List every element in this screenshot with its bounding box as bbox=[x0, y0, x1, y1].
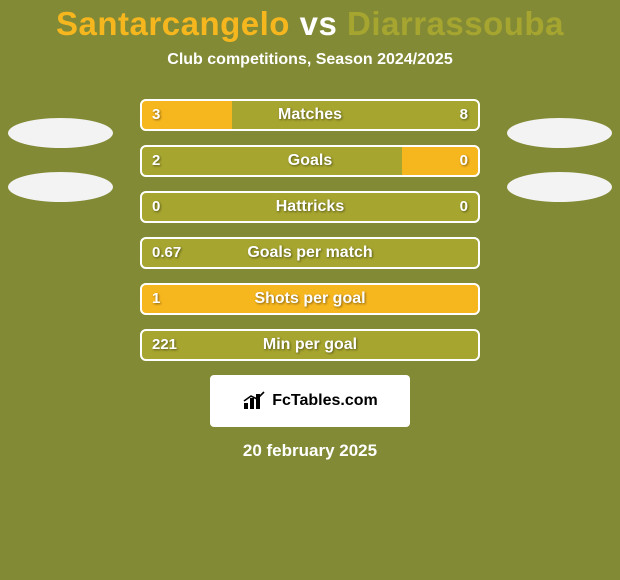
player2-avatar-area bbox=[507, 118, 612, 226]
stat-row: Goals per match0.67 bbox=[140, 237, 480, 269]
footer-badge[interactable]: FcTables.com bbox=[210, 375, 410, 427]
player2-oval-2 bbox=[507, 172, 612, 202]
player2-oval-1 bbox=[507, 118, 612, 148]
stat-segment bbox=[140, 191, 480, 223]
stat-segment bbox=[140, 283, 480, 315]
stat-bar bbox=[140, 237, 480, 269]
stat-segment-right bbox=[402, 145, 480, 177]
title-player1: Santarcangelo bbox=[56, 5, 290, 42]
subtitle: Club competitions, Season 2024/2025 bbox=[0, 51, 620, 69]
page-title: Santarcangelo vs Diarrassouba bbox=[0, 5, 620, 43]
stat-segment-left bbox=[140, 99, 232, 131]
stat-bar bbox=[140, 283, 480, 315]
title-player2: Diarrassouba bbox=[347, 5, 564, 42]
stat-segment bbox=[140, 329, 480, 361]
stat-bar bbox=[140, 99, 480, 131]
stat-row: Min per goal221 bbox=[140, 329, 480, 361]
stat-row: Matches38 bbox=[140, 99, 480, 131]
title-vs: vs bbox=[300, 5, 338, 42]
stat-row: Shots per goal1 bbox=[140, 283, 480, 315]
stat-row: Goals20 bbox=[140, 145, 480, 177]
player1-oval-1 bbox=[8, 118, 113, 148]
stat-bar bbox=[140, 145, 480, 177]
footer-brand-text: FcTables.com bbox=[272, 392, 378, 410]
stat-segment-left bbox=[140, 145, 402, 177]
stat-row: Hattricks00 bbox=[140, 191, 480, 223]
date: 20 february 2025 bbox=[0, 441, 620, 461]
stat-segment bbox=[140, 237, 480, 269]
stat-bar bbox=[140, 191, 480, 223]
stat-bar bbox=[140, 329, 480, 361]
stat-segment-right bbox=[232, 99, 480, 131]
chart-icon bbox=[242, 391, 268, 411]
player1-avatar-area bbox=[8, 118, 113, 226]
player1-oval-2 bbox=[8, 172, 113, 202]
